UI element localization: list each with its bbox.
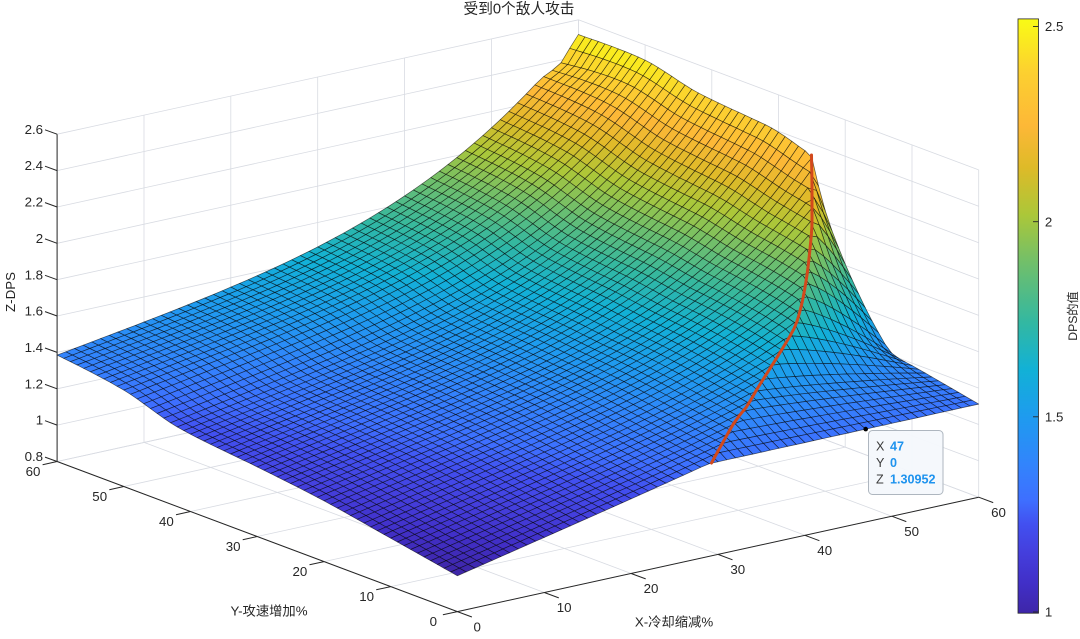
- svg-text:2.4: 2.4: [25, 158, 44, 173]
- svg-text:20: 20: [644, 581, 659, 596]
- svg-text:0.8: 0.8: [25, 449, 44, 464]
- svg-text:Y-攻速增加%: Y-攻速增加%: [230, 604, 307, 619]
- svg-text:受到0个敌人攻击: 受到0个敌人攻击: [464, 1, 575, 18]
- svg-text:1.6: 1.6: [25, 304, 44, 319]
- svg-text:30: 30: [226, 539, 241, 554]
- svg-text:1.4: 1.4: [25, 340, 44, 355]
- svg-text:0: 0: [430, 614, 437, 629]
- svg-text:2.6: 2.6: [25, 122, 44, 137]
- svg-text:0: 0: [890, 456, 897, 470]
- svg-text:1.5: 1.5: [1045, 409, 1064, 424]
- svg-text:50: 50: [904, 524, 919, 539]
- svg-text:47: 47: [890, 440, 904, 454]
- svg-text:1: 1: [1045, 605, 1052, 620]
- svg-text:40: 40: [159, 514, 174, 529]
- svg-text:1.8: 1.8: [25, 267, 44, 282]
- svg-text:50: 50: [92, 489, 107, 504]
- svg-text:DPS的值: DPS的值: [1065, 291, 1080, 340]
- svg-text:2: 2: [36, 231, 43, 246]
- svg-text:30: 30: [730, 562, 745, 577]
- svg-text:1.2: 1.2: [25, 376, 44, 391]
- svg-text:1.30952: 1.30952: [890, 473, 936, 487]
- svg-text:20: 20: [293, 564, 308, 579]
- svg-text:10: 10: [359, 589, 374, 604]
- svg-text:10: 10: [557, 600, 572, 615]
- svg-text:1: 1: [36, 413, 43, 428]
- svg-text:Z: Z: [876, 473, 884, 487]
- svg-text:60: 60: [26, 464, 41, 479]
- svg-text:60: 60: [991, 505, 1006, 520]
- svg-text:Y: Y: [876, 456, 885, 470]
- svg-text:40: 40: [817, 543, 832, 558]
- svg-text:X: X: [876, 440, 885, 454]
- svg-text:2.2: 2.2: [25, 195, 44, 210]
- svg-text:2.5: 2.5: [1045, 19, 1064, 34]
- svg-text:2: 2: [1045, 214, 1052, 229]
- svg-text:X-冷却缩减%: X-冷却缩减%: [635, 615, 713, 630]
- svg-text:0: 0: [473, 619, 480, 634]
- svg-text:Z-DPS: Z-DPS: [3, 272, 18, 312]
